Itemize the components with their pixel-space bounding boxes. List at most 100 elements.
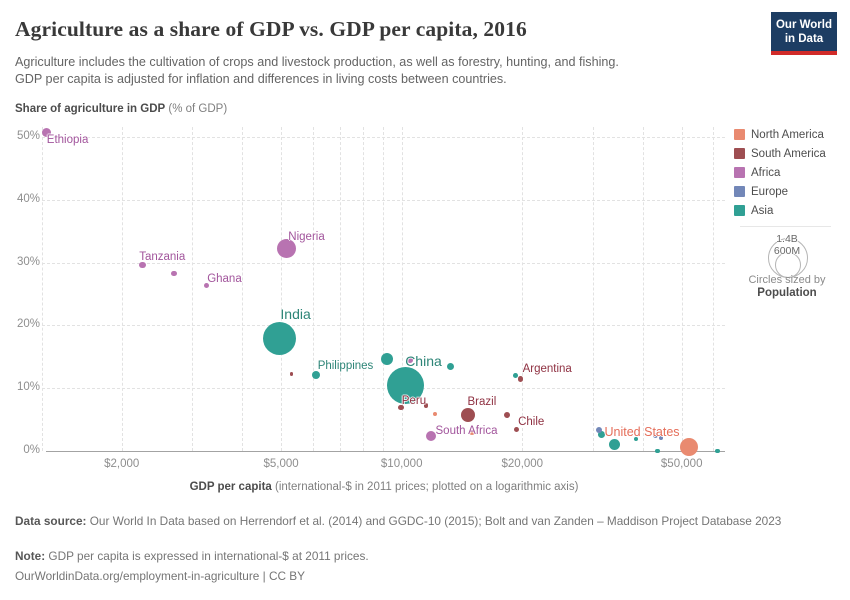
legend-label-north-america: North America <box>751 128 824 141</box>
dot-united-states[interactable] <box>679 437 698 456</box>
chart-subtitle: Agriculture includes the cultivation of … <box>15 54 760 87</box>
dot-europe[interactable] <box>659 435 664 440</box>
x-axis-title: GDP per capita (international-$ in 2011 … <box>189 481 579 493</box>
subtitle-line-1: Agriculture includes the cultivation of … <box>15 55 619 69</box>
legend-item-africa[interactable]: Africa <box>734 163 826 182</box>
dot-africa[interactable] <box>171 270 177 277</box>
dot-asia[interactable] <box>715 448 720 454</box>
y-axis-unit-label: Share of agriculture in GDP (% of GDP) <box>15 103 228 115</box>
dot-asia[interactable] <box>609 439 621 451</box>
x-tick-5000: $5,000 <box>263 458 299 470</box>
dot-south-africa[interactable] <box>425 430 436 441</box>
owid-logo[interactable]: Our World in Data <box>771 12 837 55</box>
gridline-x-50000 <box>681 127 683 451</box>
dot-africa[interactable] <box>407 357 413 363</box>
gridline-x-8000 <box>362 127 364 451</box>
dot-north_america[interactable] <box>469 429 476 436</box>
dot-south_america[interactable] <box>289 372 294 376</box>
gridline-x-7000 <box>339 127 341 451</box>
footer-datasource: Data source: Our World In Data based on … <box>15 514 782 528</box>
dot-south_america[interactable] <box>423 402 429 408</box>
legend-swatch-asia <box>734 205 745 216</box>
footer-link[interactable]: OurWorldinData.org/employment-in-agricul… <box>15 569 260 583</box>
legend-label-asia: Asia <box>751 204 774 217</box>
dot-asia[interactable] <box>446 362 454 370</box>
y-tick-40: 40% <box>16 192 40 205</box>
label-united-states: United States <box>604 424 680 439</box>
legend-label-africa: Africa <box>751 166 781 179</box>
x-tick-10000: $10,000 <box>380 458 423 470</box>
label-peru: Peru <box>401 394 427 407</box>
label-india: India <box>280 305 311 322</box>
dot-europe[interactable] <box>595 427 602 434</box>
gridline-x-4000 <box>242 127 244 451</box>
dot-peru[interactable] <box>398 404 404 411</box>
label-south-africa: South Africa <box>435 424 498 437</box>
gridline-x-10000 <box>401 127 403 451</box>
continent-legend: North America South America Africa Europe As… <box>734 125 826 220</box>
dot-nigeria[interactable] <box>276 239 296 259</box>
label-tanzania: Tanzania <box>139 251 186 264</box>
gridline-y-30 <box>42 262 725 264</box>
gridline-x-5000 <box>281 127 283 451</box>
dot-asia[interactable] <box>512 373 518 378</box>
gridline-x-2000 <box>121 127 123 451</box>
gridline-x-30000 <box>592 127 594 451</box>
label-ethiopia: Ethiopia <box>46 134 89 146</box>
footer-note: Note: GDP per capita is expressed in int… <box>15 549 369 563</box>
dot-asia[interactable] <box>634 437 639 442</box>
gridline-plot-left-edge <box>42 127 43 451</box>
dot-brazil[interactable] <box>460 407 475 422</box>
gridline-x-9000 <box>383 127 385 451</box>
size-legend-inner-circle <box>775 252 801 278</box>
gridline-x-20000 <box>522 127 524 451</box>
subtitle-line-2: GDP per capita is adjusted for inflation… <box>15 71 507 86</box>
dot-north_america[interactable] <box>432 411 438 417</box>
y-tick-50: 50% <box>16 130 40 142</box>
size-legend-caption-bold: Population <box>757 287 817 299</box>
x-tick-50000: $50,000 <box>660 458 703 470</box>
x-tick-20000: $20,000 <box>501 458 544 470</box>
dot-philippines[interactable] <box>311 371 320 379</box>
dot-asia[interactable] <box>597 431 605 439</box>
dot-asia[interactable] <box>655 448 660 454</box>
page-title: Agriculture as a share of GDP vs. GDP pe… <box>15 17 527 41</box>
size-legend-caption: Circles sized by <box>748 274 826 286</box>
size-legend-inner-label: 600M <box>773 245 801 257</box>
legend-divider <box>740 226 831 227</box>
dot-india[interactable] <box>262 322 296 356</box>
legend-item-europe[interactable]: Europe <box>734 182 826 201</box>
legend-swatch-europe <box>734 186 745 197</box>
y-tick-30: 30% <box>16 255 40 268</box>
y-tick-20: 20% <box>16 318 40 331</box>
dot-china[interactable] <box>386 367 424 405</box>
label-philippines: Philippines <box>317 360 374 372</box>
dot-ethiopia[interactable] <box>42 127 52 137</box>
y-tick-10: 10% <box>16 381 40 394</box>
legend-item-asia[interactable]: Asia <box>734 201 826 220</box>
gridline-y-10 <box>42 388 725 390</box>
legend-item-south-america[interactable]: South America <box>734 144 826 163</box>
gridline-x-3000 <box>192 127 194 451</box>
dot-asia[interactable] <box>381 353 394 366</box>
gridline-x-6000 <box>312 127 314 451</box>
label-ghana: Ghana <box>207 272 242 285</box>
dot-ghana[interactable] <box>203 283 209 289</box>
dot-tanzania[interactable] <box>138 261 146 269</box>
legend-swatch-africa <box>734 167 745 178</box>
x-axis-line <box>46 451 725 452</box>
legend-label-europe: Europe <box>751 185 789 198</box>
dot-south_america[interactable] <box>503 412 510 419</box>
legend-label-south-america: South America <box>751 147 826 160</box>
legend-item-north-america[interactable]: North America <box>734 125 826 144</box>
dot-europe[interactable] <box>652 432 659 438</box>
label-argentina: Argentina <box>522 362 572 375</box>
gridline-y-20 <box>42 325 725 327</box>
dot-chile[interactable] <box>513 427 519 433</box>
dot-argentina[interactable] <box>517 376 524 382</box>
label-brazil: Brazil <box>467 395 497 408</box>
